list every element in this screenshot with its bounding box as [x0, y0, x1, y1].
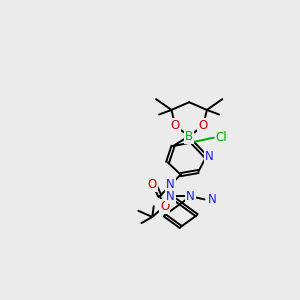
Text: O: O — [148, 178, 157, 191]
Text: N: N — [167, 190, 175, 203]
Text: N: N — [208, 193, 217, 206]
Text: Cl: Cl — [216, 131, 227, 144]
Text: N: N — [186, 190, 195, 203]
Text: B: B — [185, 130, 193, 142]
Text: O: O — [198, 119, 208, 132]
Text: O: O — [171, 119, 180, 132]
Text: N: N — [166, 178, 175, 191]
Text: N: N — [205, 150, 214, 164]
Text: O: O — [160, 200, 169, 213]
